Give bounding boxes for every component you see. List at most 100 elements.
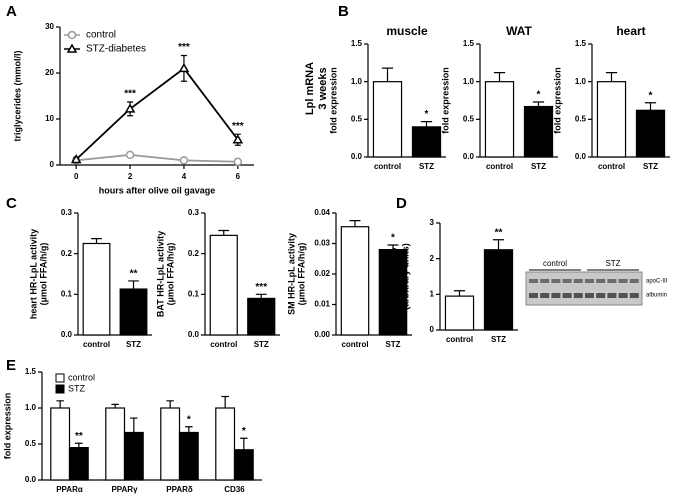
blot-band <box>562 279 572 283</box>
error-bar <box>128 280 139 290</box>
significance: *** <box>255 282 267 293</box>
y-tick-label: 1.5 <box>575 39 587 48</box>
error-bar <box>240 437 248 450</box>
error-bar <box>532 101 545 107</box>
y-axis-label: fold expression <box>552 67 562 134</box>
blot-band-label: apoC-III <box>646 279 668 285</box>
y-tick-label: 0.04 <box>314 208 330 217</box>
y-axis-label: (µmol FFA/h/g) <box>296 243 306 306</box>
significance: ** <box>130 269 138 280</box>
y-tick-label: 0.5 <box>463 114 475 123</box>
bar <box>160 407 181 481</box>
blot-band <box>529 293 538 298</box>
blot-band <box>540 293 550 298</box>
blot-band <box>573 293 583 298</box>
blot-band <box>607 279 617 283</box>
y-tick-label: 1.0 <box>463 77 475 86</box>
y-tick-label: 0.5 <box>351 114 363 123</box>
significance: * <box>537 90 541 101</box>
y-tick-label: 0.1 <box>61 289 73 298</box>
x-tick-label: STZ <box>491 335 506 344</box>
y-axis-label: Densitometry <box>390 248 400 306</box>
blot-group-label: STZ <box>605 259 620 268</box>
x-tick-label: 2 <box>128 172 133 181</box>
blot-group-label: control <box>543 259 567 268</box>
bar <box>378 249 408 336</box>
bar <box>444 295 475 331</box>
y-tick-label: 0.0 <box>25 475 37 484</box>
bar <box>68 447 89 481</box>
blot-band <box>596 279 606 283</box>
error-bar <box>255 293 267 299</box>
marker <box>179 156 189 165</box>
panel-label: E <box>6 357 16 374</box>
significance: ** <box>75 431 83 442</box>
chart-title: heart <box>616 24 645 38</box>
bar <box>123 431 144 481</box>
bar <box>523 105 554 158</box>
y-tick-label: 0.00 <box>314 330 330 339</box>
bar <box>209 234 238 336</box>
significance: *** <box>178 42 190 53</box>
y-tick-label: 1.0 <box>25 403 37 412</box>
error-bar <box>387 244 399 250</box>
y-tick-label: 0.0 <box>351 152 363 161</box>
x-tick-label: STZ <box>126 340 141 349</box>
chart-title: muscle <box>386 24 428 38</box>
blot-band <box>629 293 639 298</box>
error-bar <box>381 67 394 82</box>
error-bar <box>605 72 618 82</box>
blot-band <box>618 279 628 283</box>
bar <box>233 449 254 481</box>
panel-label: B <box>338 3 349 20</box>
y-tick-label: 1.5 <box>463 39 475 48</box>
legend-label: STZ <box>68 383 86 393</box>
y-tick-label: 1.0 <box>351 77 363 86</box>
blot-band <box>585 293 594 298</box>
legend-swatch <box>55 373 65 383</box>
legend-label: STZ-diabetes <box>86 44 146 55</box>
x-tick-label: STZ <box>531 162 546 171</box>
annotation: Lpl mRNA <box>304 62 316 115</box>
y-tick-label: 0.2 <box>61 249 73 258</box>
y-tick-label: 0.03 <box>314 239 330 248</box>
x-tick-label: STZ <box>254 340 269 349</box>
y-tick-label: 0.2 <box>188 249 200 258</box>
legend-label: control <box>68 372 95 382</box>
bar <box>105 407 126 481</box>
chart-title: WAT <box>506 24 532 38</box>
y-axis-label: (arbitrary units) <box>400 243 410 310</box>
bar <box>82 242 111 336</box>
x-tick-label: control <box>83 340 110 349</box>
error-bar <box>91 238 102 244</box>
bar <box>483 249 514 331</box>
x-tick-label: 6 <box>236 172 241 181</box>
blot-band <box>529 279 538 283</box>
y-tick-label: 0 <box>430 325 435 334</box>
x-tick-label: control <box>486 162 513 171</box>
blot-band-label: albumin <box>646 293 667 299</box>
blot-band <box>585 279 594 283</box>
bar <box>247 297 276 336</box>
error-bar <box>75 442 83 448</box>
x-tick-label: PPARα <box>56 485 83 494</box>
y-tick-label: 0.0 <box>575 152 587 161</box>
legend-label: control <box>86 30 116 41</box>
y-tick-label: 0.01 <box>314 300 330 309</box>
error-bar <box>166 400 174 408</box>
blot-band <box>540 279 550 283</box>
y-axis-label: (µmol FFA/h/g) <box>38 243 48 306</box>
y-axis-label: heart HR-LpL activity <box>28 229 38 319</box>
marker <box>67 30 77 40</box>
y-tick-label: 1.5 <box>25 367 37 376</box>
x-tick-label: control <box>598 162 625 171</box>
marker <box>70 153 82 164</box>
annotation: 3 weeks <box>317 67 329 109</box>
bar <box>596 81 627 158</box>
series-line <box>75 67 239 161</box>
y-axis-label: SM HR-LpL activity <box>286 233 296 315</box>
marker <box>66 43 78 53</box>
panel-label: C <box>6 195 17 212</box>
y-tick-label: 0.0 <box>463 152 475 161</box>
